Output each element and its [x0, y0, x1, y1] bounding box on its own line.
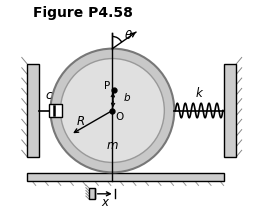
Bar — [89, 188, 95, 199]
Bar — [27, 173, 224, 181]
Bar — [224, 64, 236, 157]
Bar — [27, 64, 40, 157]
Bar — [49, 104, 62, 117]
Text: c: c — [46, 89, 52, 101]
Text: m: m — [107, 139, 118, 152]
Text: x: x — [101, 196, 108, 209]
Text: Figure P4.58: Figure P4.58 — [33, 6, 133, 19]
Text: P: P — [104, 81, 111, 91]
Text: R: R — [76, 115, 84, 128]
Text: $\theta$: $\theta$ — [124, 29, 133, 42]
Text: k: k — [196, 88, 203, 100]
Circle shape — [51, 49, 174, 172]
Text: b: b — [123, 93, 130, 103]
Circle shape — [61, 59, 164, 162]
Text: O: O — [115, 112, 123, 122]
